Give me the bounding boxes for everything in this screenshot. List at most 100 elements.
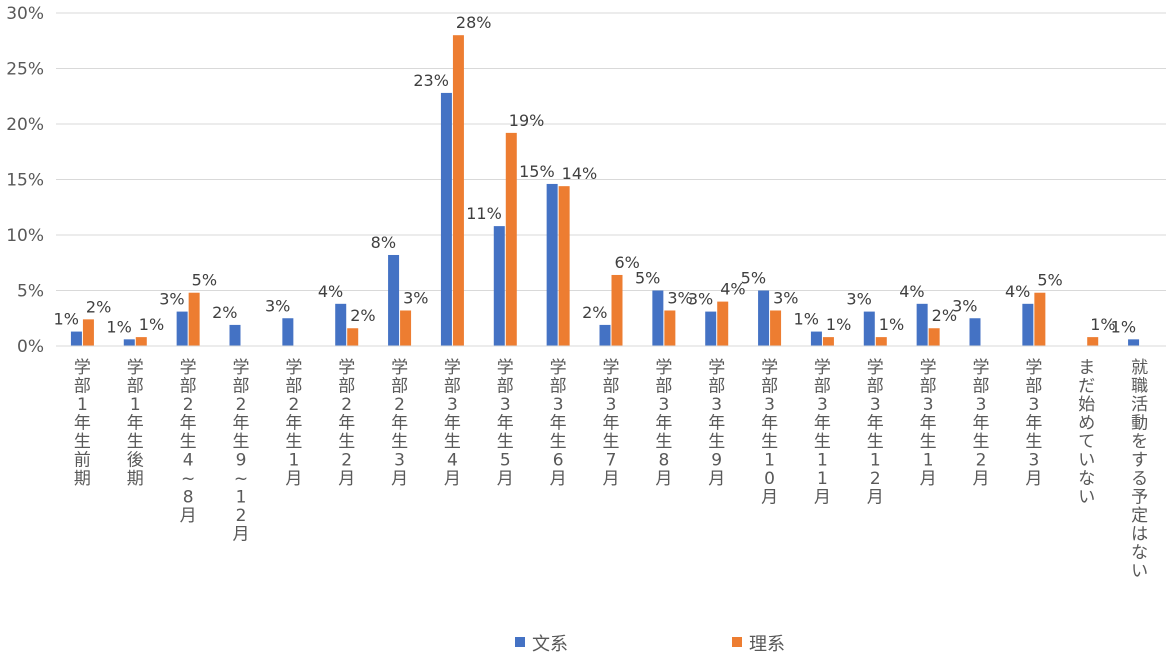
category-char: 年	[444, 414, 461, 434]
category-char: 月	[920, 469, 937, 489]
category-char: 生	[233, 432, 250, 452]
category-char: 生	[1025, 432, 1042, 452]
bar-rikei	[664, 310, 676, 346]
category-char: 学	[814, 358, 831, 378]
category-char: 部	[233, 377, 250, 397]
category-char: 2	[870, 469, 881, 489]
category-char: を	[1131, 432, 1148, 452]
category-labels: 学部1年生前期学部1年生後期学部2年生4~8月学部2年生9~12月学部2年生1月…	[74, 358, 1148, 582]
category-char: 学	[708, 358, 725, 378]
data-label: 14%	[562, 164, 598, 183]
category-char: 学	[233, 358, 250, 378]
data-label: 3%	[688, 290, 713, 309]
category-char: 月	[973, 469, 990, 489]
category-char: 年	[74, 414, 91, 434]
category-char: 月	[867, 488, 884, 508]
legend-label: 文系	[532, 634, 568, 655]
category-char: 年	[761, 414, 778, 434]
data-label: 15%	[519, 162, 555, 181]
category-char: 生	[391, 432, 408, 452]
y-tick-label: 25%	[6, 60, 44, 80]
category-char: 1	[764, 451, 775, 471]
bar-rikei	[558, 186, 570, 346]
category-char: 予	[1131, 488, 1148, 508]
category-char: 生	[285, 432, 302, 452]
category-char: 定	[1131, 506, 1148, 526]
legend-swatch	[732, 637, 742, 647]
category-char: ~	[234, 469, 248, 489]
category-char: す	[1131, 451, 1148, 471]
y-tick-label: 30%	[6, 4, 44, 24]
category-char: 生	[550, 432, 567, 452]
category-char: 学	[655, 358, 672, 378]
category-char: 年	[655, 414, 672, 434]
bar-bunkei	[388, 254, 400, 346]
category-char: 5	[500, 451, 511, 471]
category-char: 部	[920, 377, 937, 397]
data-label: 3%	[952, 296, 977, 315]
category-char: 2	[288, 395, 299, 415]
category-char: 月	[497, 469, 514, 489]
category-char: 月	[233, 525, 250, 545]
category-char: 1	[130, 395, 141, 415]
category-char: 1	[870, 451, 881, 471]
category-char: 生	[127, 432, 144, 452]
category-char: 部	[1025, 377, 1042, 397]
category-char: 部	[127, 377, 144, 397]
category-char: 生	[180, 432, 197, 452]
legend-item: 文系	[515, 634, 568, 655]
category-char: 生	[761, 432, 778, 452]
category-char: 年	[180, 414, 197, 434]
data-label: 1%	[1111, 317, 1136, 336]
category-char: 学	[391, 358, 408, 378]
category-char: 年	[338, 414, 355, 434]
bar-rikei	[400, 310, 412, 346]
category-char: 年	[127, 414, 144, 434]
category-char: 活	[1131, 395, 1148, 415]
category-char: 部	[973, 377, 990, 397]
category-char: 部	[180, 377, 197, 397]
data-label: 1%	[106, 317, 131, 336]
category-char: 3	[976, 395, 987, 415]
category-char: 学	[74, 358, 91, 378]
category-char: 生	[973, 432, 990, 452]
bar-rikei	[770, 310, 782, 346]
bar-bunkei	[810, 331, 822, 346]
bar-bunkei	[335, 303, 347, 346]
bar-bunkei	[176, 311, 188, 346]
category-char: 3	[553, 395, 564, 415]
category-char: 1	[923, 451, 934, 471]
category-char: 年	[1025, 414, 1042, 434]
bar-bunkei	[70, 331, 82, 346]
category-char: 就	[1131, 358, 1148, 378]
category-char: 学	[497, 358, 514, 378]
category-char: 1	[817, 469, 828, 489]
category-char: 3	[711, 395, 722, 415]
category-char: 3	[606, 395, 617, 415]
bar-rikei	[717, 301, 729, 346]
bar-rikei	[875, 337, 887, 346]
data-label: 1%	[879, 315, 904, 334]
category-char: 期	[74, 469, 91, 489]
data-label: 6%	[615, 253, 640, 272]
data-label: 5%	[635, 269, 660, 288]
category-char: て	[1078, 432, 1095, 452]
data-label: 3%	[667, 288, 692, 307]
bar-rikei	[135, 337, 147, 346]
bar-rikei	[1034, 292, 1046, 346]
category-char: 1	[236, 488, 247, 508]
category-char: 生	[708, 432, 725, 452]
category-char: 学	[550, 358, 567, 378]
category-char: 2	[236, 506, 247, 526]
category-char: 月	[444, 469, 461, 489]
category-char: 部	[708, 377, 725, 397]
category-char: 部	[655, 377, 672, 397]
